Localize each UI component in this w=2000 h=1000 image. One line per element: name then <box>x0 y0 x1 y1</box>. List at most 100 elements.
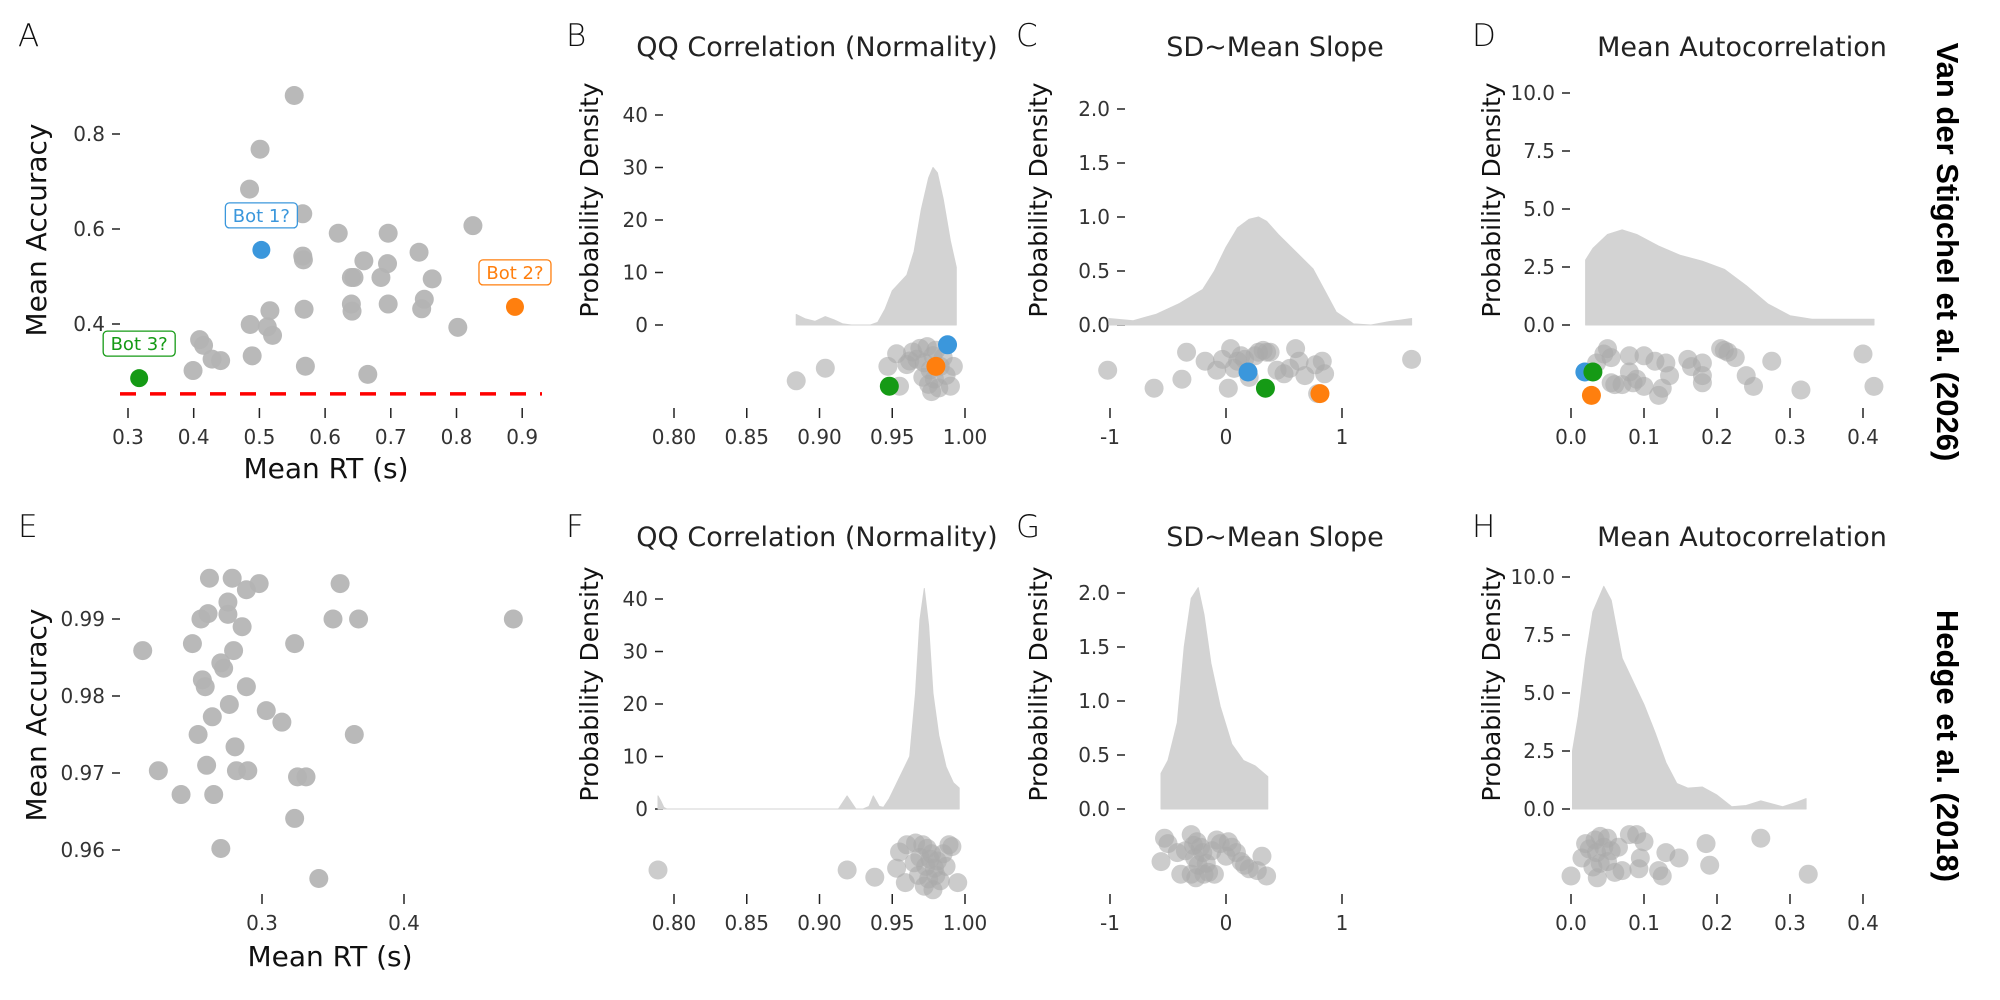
strip-point <box>1853 344 1873 364</box>
strip-point <box>940 376 960 396</box>
participant-point <box>342 301 362 321</box>
participant-point <box>295 356 315 376</box>
strip-point <box>1798 864 1818 884</box>
x-tick-label: 0.85 <box>724 911 769 935</box>
x-tick-label: 0.0 <box>1555 911 1587 935</box>
participant-point <box>197 755 217 775</box>
strip-point <box>1692 373 1712 393</box>
strip-point <box>1744 376 1763 396</box>
participant-point <box>188 725 208 744</box>
density-area <box>1160 587 1269 810</box>
y-tick-label: 0 <box>635 797 648 821</box>
y-tick-label: 0.96 <box>60 838 105 862</box>
strip-point <box>1315 364 1335 384</box>
panel-title: Mean Autocorrelation <box>1597 32 1887 63</box>
strip-point <box>786 371 806 391</box>
y-tick-label: 1.5 <box>1078 635 1110 659</box>
x-tick-label: 1 <box>1336 425 1349 449</box>
x-tick-label: 0.4 <box>1847 425 1879 449</box>
y-tick-label: 7.5 <box>1523 623 1555 647</box>
x-tick-label: 0.0 <box>1555 425 1587 449</box>
strip-point <box>1172 369 1192 389</box>
bot-strip-point-bot1 <box>938 335 958 355</box>
x-tick-label: 0.3 <box>1774 911 1806 935</box>
x-tick-label: 0 <box>1220 911 1233 935</box>
y-tick-label: 10 <box>623 261 648 285</box>
y-tick-label: 40 <box>623 103 648 127</box>
strip-point <box>1634 832 1654 852</box>
bot-point-3 <box>130 369 149 388</box>
panel-title: QQ Correlation (Normality) <box>636 32 997 63</box>
x-tick-label: 1.00 <box>943 911 988 935</box>
participant-point <box>330 574 350 594</box>
participant-point <box>219 694 239 714</box>
strip-point <box>1587 868 1607 888</box>
x-tick-label: 0.90 <box>797 911 842 935</box>
participant-point <box>323 609 343 629</box>
participant-point <box>242 346 262 366</box>
strip-point <box>1725 348 1745 368</box>
x-tick-label: 0.3 <box>1774 425 1806 449</box>
participant-point <box>260 301 280 321</box>
x-tick-label: 0.6 <box>309 425 341 449</box>
strip-point <box>887 858 907 878</box>
strip-point <box>1257 866 1277 886</box>
x-tick-label: -1 <box>1100 425 1120 449</box>
y-tick-label: 20 <box>623 692 648 716</box>
participant-point <box>309 868 329 888</box>
strip-point <box>1218 378 1238 398</box>
x-axis-title: Mean RT (s) <box>243 452 408 485</box>
participant-point <box>249 574 269 594</box>
strip-point <box>936 856 956 876</box>
participant-point <box>448 317 468 337</box>
strip-point <box>1634 376 1654 396</box>
x-tick-label: 0.7 <box>375 425 407 449</box>
row-label-study-2: Hedge et al. (2018) <box>1930 610 1965 882</box>
density-area <box>1571 585 1807 810</box>
y-tick-label: 7.5 <box>1523 139 1555 163</box>
strip-point <box>1751 828 1771 848</box>
panel-letter-b: B <box>566 18 586 54</box>
participant-point <box>232 617 252 637</box>
x-tick-label: 0.9 <box>506 425 538 449</box>
bot-strip-point-bot2 <box>1581 385 1601 405</box>
y-tick-label: 20 <box>623 208 648 232</box>
strip-point <box>1791 380 1811 400</box>
strip-point <box>1177 342 1197 362</box>
participant-point <box>202 707 222 727</box>
strip-point <box>1561 866 1581 886</box>
participant-point <box>341 267 361 287</box>
y-tick-label: 2.0 <box>1078 581 1110 605</box>
participant-point <box>214 658 234 678</box>
participant-point <box>133 641 153 661</box>
panel-letter-d: D <box>1472 18 1496 54</box>
participant-point <box>285 808 305 828</box>
y-tick-label: 0.98 <box>60 684 105 708</box>
strip-point <box>1700 855 1720 875</box>
participant-point <box>256 701 276 721</box>
x-tick-label: 0.5 <box>243 425 275 449</box>
y-axis-title: Probability Density <box>575 566 604 801</box>
density-area <box>1108 216 1413 326</box>
participant-point <box>225 737 245 757</box>
participant-point <box>236 677 256 697</box>
strip-point <box>1612 861 1632 881</box>
participant-point <box>204 785 224 805</box>
bot-label: Bot 3? <box>111 334 168 355</box>
x-tick-label: 0.2 <box>1701 425 1733 449</box>
participant-point <box>263 325 283 345</box>
y-tick-label: 0.0 <box>1523 797 1555 821</box>
participant-point <box>218 604 238 624</box>
y-tick-label: 1.5 <box>1078 151 1110 175</box>
participant-point <box>371 267 391 287</box>
panel-letter-h: H <box>1472 509 1495 545</box>
y-tick-label: 1.0 <box>1078 689 1110 713</box>
strip-point <box>1696 834 1716 854</box>
participant-point <box>199 568 219 588</box>
strip-point <box>1601 348 1621 368</box>
x-tick-label: 0.8 <box>441 425 473 449</box>
y-tick-label: 0.4 <box>73 312 105 336</box>
bot-label-box <box>102 330 176 357</box>
participant-point <box>422 269 442 289</box>
